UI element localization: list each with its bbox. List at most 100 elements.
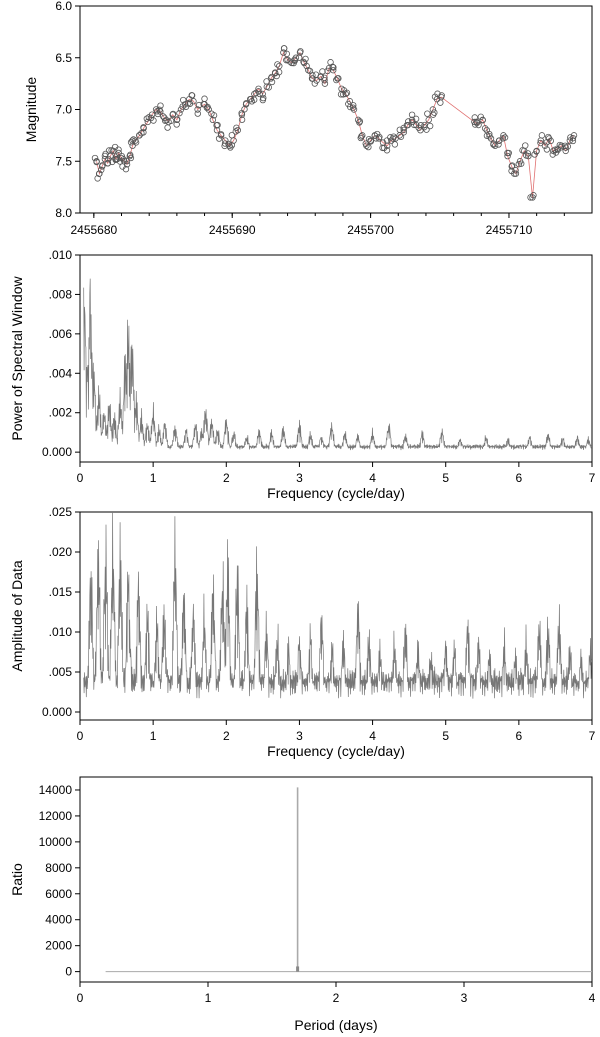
- data-point: [367, 138, 375, 145]
- data-point: [280, 49, 287, 56]
- data-point: [129, 142, 136, 149]
- data-point: [136, 132, 143, 139]
- data-point: [275, 68, 283, 76]
- y-tick-label: .008: [49, 287, 73, 301]
- y-tick-label: 6.0: [55, 0, 72, 13]
- data-point: [317, 73, 324, 81]
- data-point: [156, 106, 163, 114]
- data-point: [527, 194, 534, 201]
- data-point: [164, 124, 171, 131]
- data-point: [429, 111, 437, 118]
- data-point: [215, 135, 223, 142]
- y-tick-label: .025: [49, 505, 73, 519]
- data-point: [160, 113, 167, 120]
- data-point: [204, 103, 211, 111]
- data-point: [209, 116, 217, 124]
- data-point: [424, 110, 431, 117]
- y-tick-label: 0.000: [42, 705, 72, 719]
- data-point: [280, 45, 288, 52]
- data-point: [184, 100, 192, 107]
- y-tick-label: 6000: [45, 887, 72, 901]
- data-point: [91, 154, 99, 162]
- data-point: [95, 170, 103, 177]
- data-point: [342, 90, 349, 98]
- x-tick-label: 0: [77, 471, 84, 485]
- data-point: [356, 119, 363, 126]
- plot-frame: [79, 254, 593, 463]
- data-point: [400, 126, 407, 134]
- data-point: [213, 122, 220, 129]
- data-point: [123, 161, 131, 168]
- data-point: [194, 110, 201, 117]
- x-tick-label: 1: [205, 991, 212, 1005]
- data-point: [384, 142, 391, 149]
- data-point: [93, 158, 100, 166]
- data-point: [94, 175, 101, 182]
- data-point: [486, 130, 493, 138]
- data-point: [260, 94, 267, 102]
- y-axis-label: Amplitude of Data: [9, 560, 25, 671]
- x-tick-label: 1: [150, 471, 157, 485]
- data-point: [383, 137, 391, 144]
- data-point: [549, 151, 556, 158]
- data-point: [408, 111, 416, 118]
- x-tick-label: 3: [296, 729, 303, 743]
- x-tick-label: 7: [589, 729, 596, 743]
- data-point: [519, 147, 526, 154]
- data-point: [291, 57, 298, 64]
- y-tick-label: 4000: [45, 913, 72, 927]
- data-point: [259, 90, 266, 98]
- data-point: [203, 104, 211, 111]
- data-point: [515, 160, 523, 168]
- y-tick-label: 8.0: [55, 206, 72, 220]
- data-point: [383, 147, 391, 154]
- y-tick-label: .005: [49, 665, 73, 679]
- data-point: [292, 54, 300, 61]
- y-axis-label: Ratio: [9, 863, 25, 896]
- data-point: [473, 119, 481, 127]
- data-point: [208, 110, 215, 117]
- x-tick-label: 2455700: [347, 223, 394, 237]
- data-point: [217, 131, 225, 138]
- data-point: [274, 61, 281, 68]
- data-point: [397, 133, 405, 140]
- y-tick-label: 8000: [45, 861, 72, 875]
- data-point: [512, 167, 519, 174]
- data-point: [564, 143, 571, 150]
- data-point: [194, 106, 201, 113]
- data-point: [434, 90, 441, 97]
- data-point: [101, 152, 109, 160]
- data-point: [242, 100, 250, 107]
- data-point: [221, 142, 228, 150]
- plot-frame: [79, 511, 593, 721]
- data-point: [105, 147, 113, 154]
- x-tick-label: 2455690: [209, 223, 256, 237]
- data-point: [429, 106, 437, 113]
- data-point: [481, 125, 489, 132]
- data-point: [475, 121, 482, 129]
- x-axis-label: Frequency (cycle/day): [267, 743, 405, 759]
- data-point: [523, 152, 530, 159]
- x-tick-label: 7: [589, 471, 596, 485]
- x-tick-label: 1: [150, 729, 157, 743]
- data-point: [188, 92, 195, 99]
- data-point: [132, 139, 140, 146]
- data-point: [115, 146, 122, 153]
- y-tick-label: 12000: [39, 809, 73, 823]
- data-point: [538, 132, 546, 139]
- y-tick-label: .015: [49, 585, 73, 599]
- data-point: [333, 76, 340, 84]
- data-point: [339, 91, 347, 98]
- data-point: [321, 74, 328, 82]
- data-point: [531, 151, 538, 158]
- spectrum-line: [83, 512, 592, 699]
- x-axis-label: Period (days): [294, 1017, 377, 1033]
- data-point: [150, 117, 157, 124]
- data-point: [140, 124, 147, 131]
- y-tick-label: 0: [65, 965, 72, 979]
- data-point: [390, 133, 397, 140]
- data-point: [228, 131, 236, 139]
- data-point: [309, 72, 316, 79]
- data-point: [504, 152, 511, 160]
